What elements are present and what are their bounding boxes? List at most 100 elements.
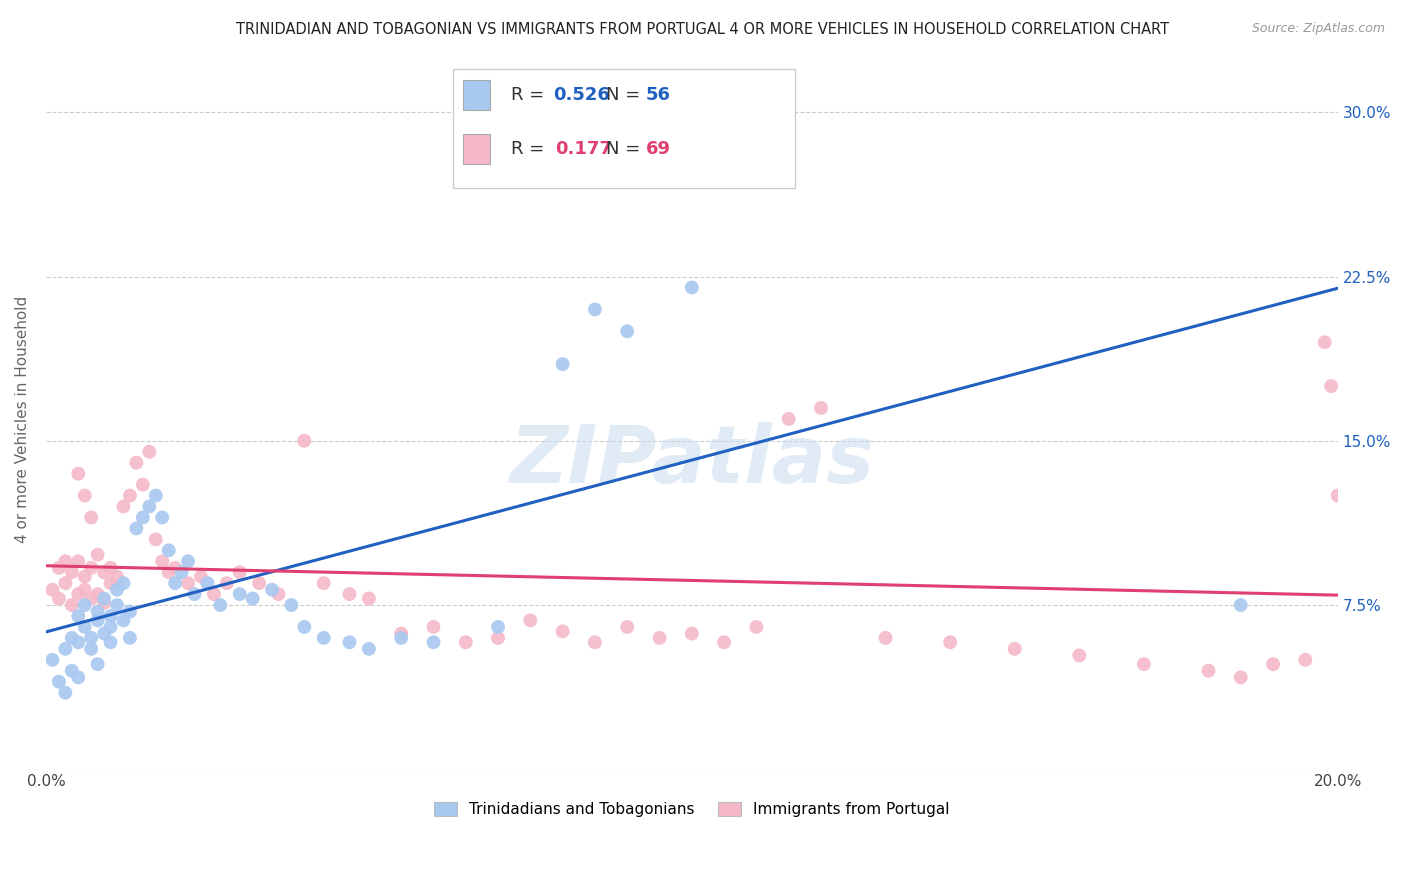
Point <box>80 510 103 524</box>
Point <box>339 587 361 601</box>
Point <box>138 500 160 514</box>
Point <box>67 587 90 601</box>
Point <box>202 587 225 601</box>
Point <box>422 620 444 634</box>
Point <box>93 591 115 606</box>
Point <box>93 596 115 610</box>
Point <box>778 171 800 186</box>
Point <box>41 582 63 597</box>
Point <box>150 510 173 524</box>
Point <box>73 489 96 503</box>
Point <box>242 591 264 606</box>
Point <box>60 565 83 579</box>
Text: 69: 69 <box>645 140 671 158</box>
Point <box>170 565 193 579</box>
Point <box>339 635 361 649</box>
Point <box>73 620 96 634</box>
Point <box>209 598 232 612</box>
Point <box>73 569 96 583</box>
Point <box>86 548 108 562</box>
Point <box>105 569 128 583</box>
Point <box>132 477 155 491</box>
Point <box>60 598 83 612</box>
Point <box>53 686 76 700</box>
Point <box>93 626 115 640</box>
Text: ZIPatlas: ZIPatlas <box>509 422 875 500</box>
Point <box>48 561 70 575</box>
Point <box>105 598 128 612</box>
Point <box>280 598 302 612</box>
Point <box>157 543 180 558</box>
Point <box>183 587 205 601</box>
Point <box>112 614 135 628</box>
Point <box>86 657 108 672</box>
Point <box>177 554 200 568</box>
Point <box>551 357 574 371</box>
Text: Source: ZipAtlas.com: Source: ZipAtlas.com <box>1251 22 1385 36</box>
Point <box>454 635 477 649</box>
Point <box>939 635 962 649</box>
Point <box>197 576 219 591</box>
Point <box>486 631 509 645</box>
Point <box>41 653 63 667</box>
Point <box>389 626 412 640</box>
Text: 0.526: 0.526 <box>553 87 610 104</box>
Point <box>1229 670 1251 684</box>
Point <box>1313 335 1336 350</box>
Point <box>422 635 444 649</box>
Point <box>1133 657 1156 672</box>
Point <box>648 631 671 645</box>
Point <box>177 576 200 591</box>
Point <box>357 641 380 656</box>
Point <box>215 576 238 591</box>
Point <box>80 561 103 575</box>
Point <box>80 591 103 606</box>
Point <box>100 620 122 634</box>
Text: N =: N = <box>606 140 647 158</box>
Point <box>73 598 96 612</box>
Point <box>1198 664 1220 678</box>
Point <box>267 587 290 601</box>
Point <box>80 631 103 645</box>
Point <box>681 626 703 640</box>
Point <box>86 605 108 619</box>
Point <box>157 565 180 579</box>
Point <box>745 620 768 634</box>
Point <box>357 591 380 606</box>
Point <box>165 561 187 575</box>
Point <box>247 576 270 591</box>
Point <box>132 510 155 524</box>
Point <box>100 635 122 649</box>
Text: R =: R = <box>510 87 550 104</box>
Point <box>312 631 335 645</box>
Point <box>583 635 606 649</box>
Point <box>60 664 83 678</box>
Point <box>67 635 90 649</box>
Point <box>681 280 703 294</box>
Point <box>138 444 160 458</box>
Point <box>583 302 606 317</box>
Point <box>118 631 141 645</box>
Point <box>67 609 90 624</box>
Point <box>118 489 141 503</box>
Point <box>53 576 76 591</box>
Point <box>551 624 574 639</box>
Point <box>292 620 315 634</box>
Point <box>48 591 70 606</box>
Point <box>112 500 135 514</box>
Point <box>616 620 638 634</box>
Text: 56: 56 <box>645 87 671 104</box>
Point <box>810 401 832 415</box>
Point <box>125 456 148 470</box>
Point <box>86 587 108 601</box>
Point <box>67 554 90 568</box>
Point <box>1326 489 1348 503</box>
Point <box>519 614 541 628</box>
Point <box>145 533 167 547</box>
Point <box>165 576 187 591</box>
Point <box>118 605 141 619</box>
Point <box>312 576 335 591</box>
Point <box>1229 598 1251 612</box>
Point <box>190 569 212 583</box>
Point <box>1069 648 1091 663</box>
